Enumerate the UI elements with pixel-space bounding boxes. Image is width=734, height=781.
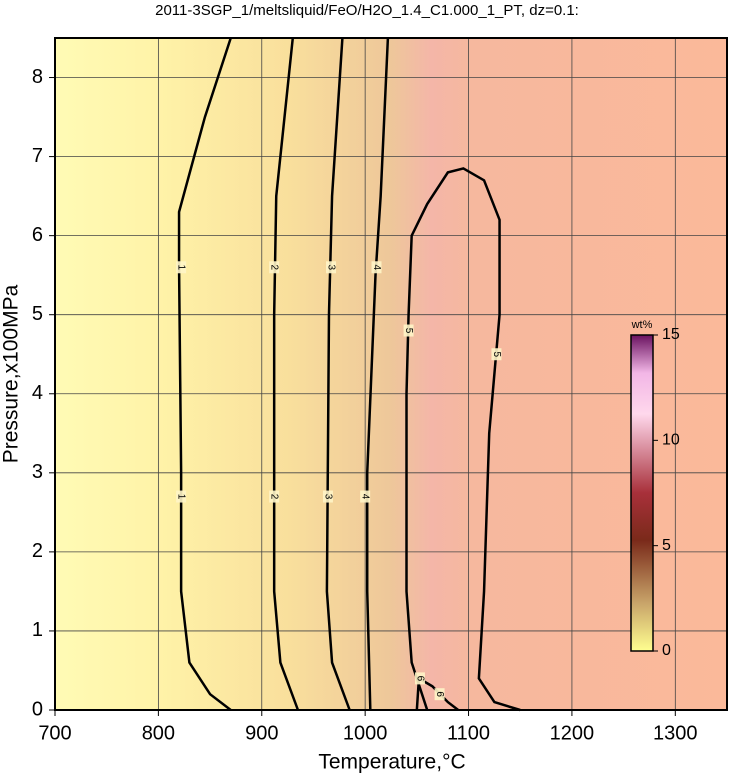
contour-line (365, 37, 390, 711)
y-tick-label: 3 (32, 461, 43, 483)
x-tick-label: 800 (142, 722, 175, 744)
x-tick-label: 1300 (653, 722, 698, 744)
contour-label-bg (176, 261, 187, 274)
y-tick-label: 5 (32, 303, 43, 325)
contour-label: 2 (269, 494, 280, 500)
contour-label-bg (326, 261, 337, 274)
contour-label: 4 (360, 494, 371, 500)
x-axis-label: Temperature,°C (318, 751, 465, 774)
y-tick-label: 7 (32, 145, 43, 167)
y-tick-label: 2 (32, 540, 43, 562)
colorbar (630, 334, 654, 652)
contour-label: 5 (491, 351, 502, 357)
contour-label: 4 (371, 264, 382, 270)
colorbar-tick-label: 5 (662, 537, 671, 554)
contour-label: 1 (175, 264, 186, 270)
contour-label-bg (269, 261, 280, 274)
contour-label: 2 (269, 264, 280, 270)
contour-label-bg (371, 261, 382, 274)
contour-label: 6 (434, 691, 445, 697)
colorbar-tick-label: 0 (662, 642, 671, 659)
chart-title: 2011-3SGP_1/meltsliquid/FeO/H2O_1.4_C1.0… (155, 2, 579, 19)
y-tick-label: 6 (32, 224, 43, 246)
contour-label: 1 (175, 494, 186, 500)
y-tick-label: 0 (32, 698, 43, 720)
contour-line (272, 37, 300, 711)
y-tick-label: 8 (32, 66, 43, 88)
contour-label: 5 (403, 328, 414, 334)
contour-line (415, 676, 459, 711)
x-tick-label: 1000 (343, 722, 388, 744)
contour-label-bg (414, 672, 425, 685)
colorbar-tick-label: 15 (662, 326, 680, 343)
y-axis-label: Pressure,x100MPa (0, 284, 23, 463)
contour-label-bg (360, 490, 371, 503)
colorbar-tick-label: 10 (662, 432, 680, 449)
contour-label-bg (403, 324, 414, 337)
contour-label: 3 (325, 264, 336, 270)
contour-label-bg (322, 490, 333, 503)
x-tick-label: 700 (38, 722, 71, 744)
field (55, 38, 727, 710)
contour-label: 6 (414, 676, 425, 682)
x-tick-label: 1200 (550, 722, 595, 744)
y-tick-label: 4 (32, 382, 43, 404)
contour-label-bg (176, 490, 187, 503)
x-tick-label: 1100 (447, 722, 490, 744)
contour-line (325, 37, 351, 711)
contour-label: 3 (322, 494, 333, 500)
colorbar-label: wt% (631, 319, 653, 331)
contour-line (177, 37, 232, 711)
contour-label-bg (269, 490, 280, 503)
contour-label-bg (434, 688, 445, 701)
plot-frame (54, 37, 728, 711)
x-tick-label: 900 (245, 722, 278, 744)
contour-line (405, 167, 521, 712)
contour-label-bg (491, 348, 502, 361)
y-tick-label: 1 (32, 619, 43, 641)
